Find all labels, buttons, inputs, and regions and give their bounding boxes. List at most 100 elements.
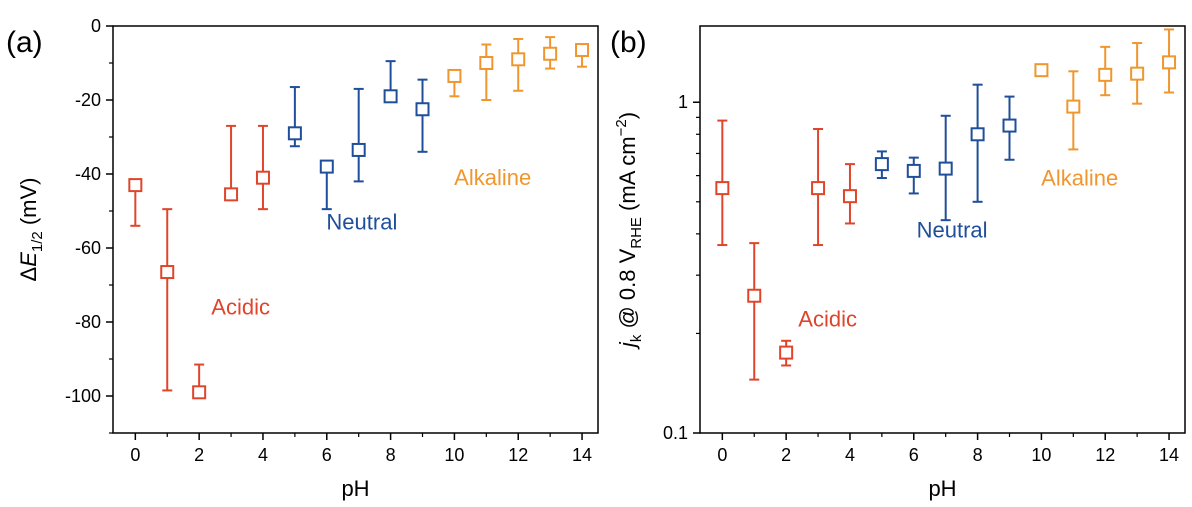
square-marker	[543, 46, 558, 61]
square-marker	[479, 56, 494, 70]
data-point-neutral	[874, 150, 889, 180]
x-tick-label: 6	[909, 445, 919, 465]
square-marker	[351, 142, 366, 157]
square-marker	[1098, 67, 1113, 82]
data-point-alkaline	[1034, 63, 1049, 78]
y-axis-title: ΔE1/2 (mV)	[16, 177, 46, 281]
data-point-alkaline	[1162, 28, 1177, 94]
y-tick-label: -60	[75, 238, 101, 258]
square-marker	[938, 161, 953, 176]
square-marker	[160, 265, 175, 280]
x-tick-label: 14	[572, 445, 592, 465]
data-point-acidic	[747, 242, 762, 381]
square-marker	[779, 345, 794, 360]
square-marker	[1162, 55, 1177, 70]
group-label-neutral: Neutral	[917, 217, 988, 242]
square-marker	[128, 178, 143, 193]
x-tick-label: 4	[845, 445, 855, 465]
square-marker	[906, 163, 921, 178]
data-point-neutral	[287, 86, 302, 148]
data-point-neutral	[383, 60, 398, 104]
plot-frame	[699, 25, 1186, 434]
x-tick-label: 4	[258, 445, 268, 465]
square-marker	[319, 159, 334, 174]
data-point-acidic	[224, 124, 239, 202]
square-marker	[1130, 66, 1145, 81]
y-tick-label: 0.1	[663, 423, 688, 443]
x-axis-title: pH	[341, 476, 369, 501]
square-marker	[255, 170, 270, 185]
data-point-alkaline	[511, 37, 526, 92]
data-point-neutral	[938, 114, 953, 222]
square-marker	[747, 288, 762, 303]
panel-label: (a)	[6, 26, 43, 59]
square-marker	[511, 52, 526, 67]
y-tick-label: -80	[75, 312, 101, 332]
data-point-neutral	[415, 78, 430, 153]
square-marker	[970, 127, 985, 142]
data-point-neutral	[970, 83, 985, 203]
square-marker	[415, 102, 430, 117]
x-tick-label: 6	[322, 445, 332, 465]
data-point-alkaline	[1066, 70, 1081, 151]
data-point-neutral	[319, 159, 334, 211]
y-tick-label: 0	[91, 16, 101, 36]
data-point-acidic	[128, 178, 143, 227]
x-tick-label: 8	[973, 445, 983, 465]
data-point-alkaline	[447, 68, 462, 98]
group-label-acidic: Acidic	[211, 295, 270, 320]
square-marker	[1034, 63, 1049, 78]
square-marker	[811, 181, 826, 196]
data-point-alkaline	[543, 36, 558, 70]
square-marker	[842, 189, 857, 204]
y-tick-label: -20	[75, 90, 101, 110]
x-tick-label: 12	[508, 445, 528, 465]
x-tick-label: 12	[1095, 445, 1115, 465]
group-label-neutral: Neutral	[326, 210, 397, 235]
x-tick-label: 0	[717, 445, 727, 465]
x-tick-label: 8	[386, 445, 396, 465]
plot-frame	[112, 25, 599, 434]
square-marker	[575, 43, 590, 58]
square-marker	[1002, 118, 1017, 133]
square-marker	[715, 181, 730, 196]
square-marker	[447, 68, 462, 83]
x-tick-label: 2	[781, 445, 791, 465]
data-point-neutral	[906, 156, 921, 195]
y-tick-label: 1	[678, 92, 688, 112]
group-label-alkaline: Alkaline	[454, 165, 531, 190]
x-tick-label: 10	[444, 445, 464, 465]
square-marker	[874, 157, 889, 172]
y-tick-label: -40	[75, 164, 101, 184]
data-point-acidic	[160, 208, 175, 392]
x-tick-label: 0	[130, 445, 140, 465]
x-tick-label: 2	[194, 445, 204, 465]
square-marker	[224, 187, 239, 202]
panel-b-chart: 0 2 4 6 8 10 12 14 0.1 1 pH jk @ 0.8 VRHE (mA cm−2)…	[610, 25, 1186, 501]
y-axis-title: jk @ 0.8 VRHE (mA cm−2)	[613, 112, 645, 350]
data-point-alkaline	[575, 43, 590, 68]
x-axis-title: pH	[928, 476, 956, 501]
data-point-neutral	[1002, 95, 1017, 161]
data-point-neutral	[351, 87, 366, 183]
x-tick-label: 14	[1159, 445, 1179, 465]
panel-label: (b)	[610, 26, 647, 59]
data-point-alkaline	[479, 43, 494, 101]
square-marker	[192, 385, 207, 400]
data-point-acidic	[715, 119, 730, 247]
data-point-acidic	[811, 127, 826, 247]
data-point-alkaline	[1130, 42, 1145, 105]
data-point-acidic	[842, 163, 857, 225]
group-label-alkaline: Alkaline	[1041, 166, 1118, 191]
square-marker	[383, 89, 398, 104]
x-tick-label: 10	[1031, 445, 1051, 465]
data-point-acidic	[779, 339, 794, 367]
square-marker	[287, 126, 302, 141]
y-tick-label: -100	[65, 386, 101, 406]
data-point-alkaline	[1098, 45, 1113, 97]
group-label-acidic: Acidic	[798, 306, 857, 331]
data-point-acidic	[192, 363, 207, 400]
data-point-acidic	[255, 124, 270, 211]
square-marker	[1066, 99, 1081, 114]
